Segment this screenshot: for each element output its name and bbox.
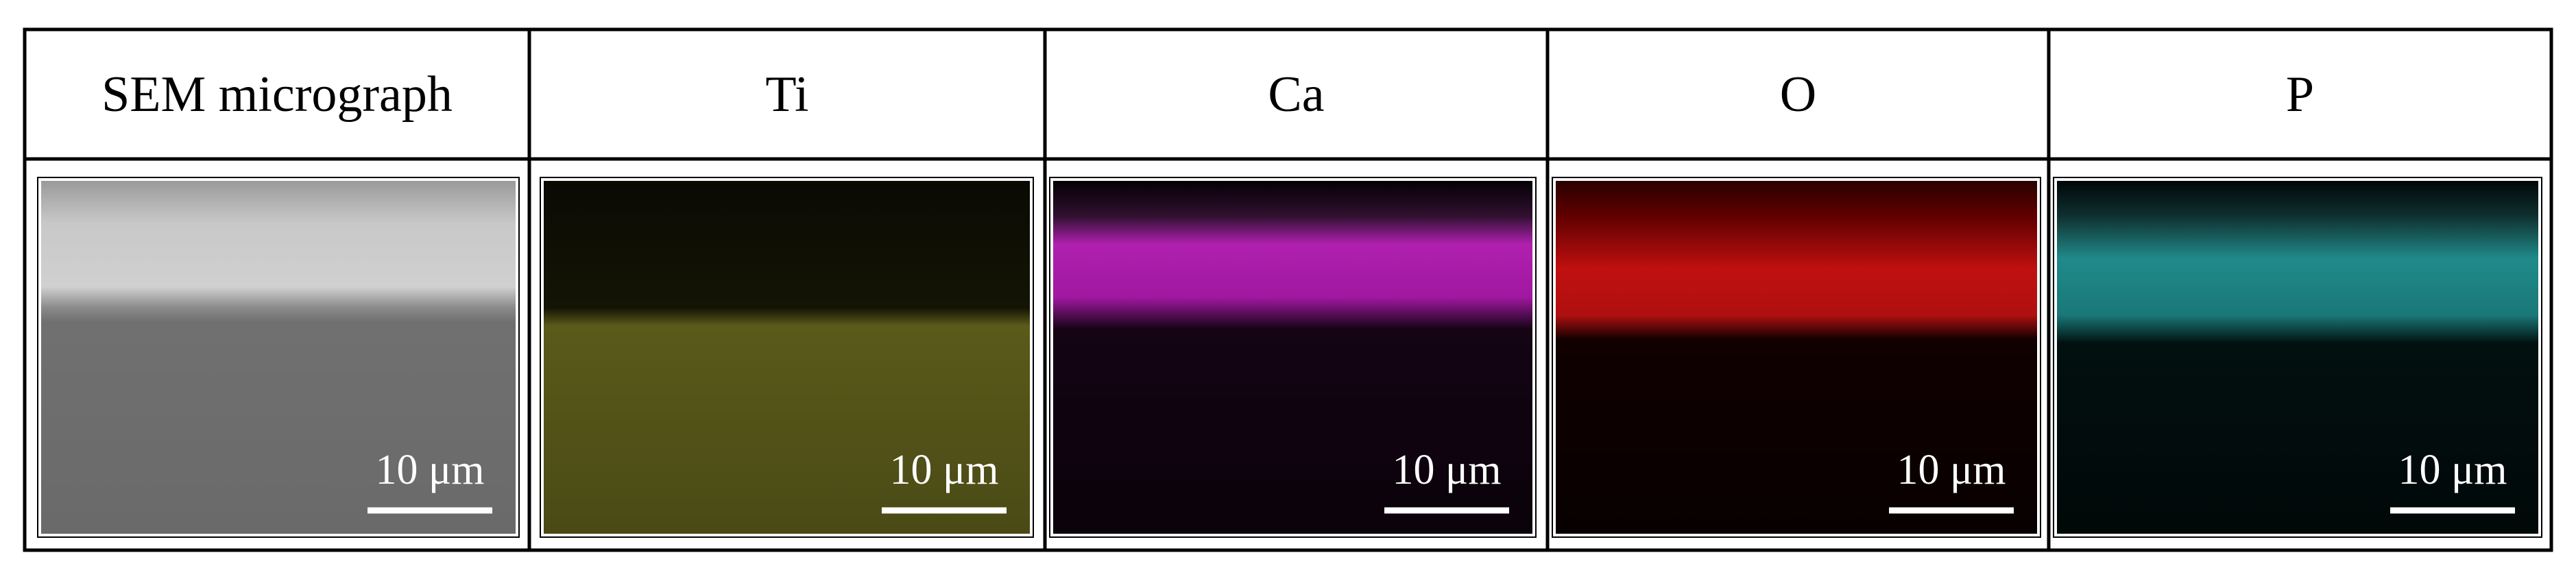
table-border — [23, 27, 2553, 552]
map-image — [2057, 181, 2538, 534]
map-image — [1556, 181, 2037, 534]
panel-header: SEM micrograph — [101, 66, 453, 123]
scale-bar-label: 10 μm — [376, 447, 485, 493]
scale-bar-label: 10 μm — [1393, 447, 1502, 493]
panel-header: P — [2286, 66, 2314, 123]
scale-bar-label: 10 μm — [2398, 447, 2507, 493]
panel-header: Ti — [765, 66, 808, 123]
panel-header: O — [1780, 66, 1816, 123]
scale-bar-label: 10 μm — [1897, 447, 2006, 493]
map-image — [41, 181, 516, 534]
panel-header: Ca — [1268, 66, 1324, 123]
map-image — [544, 181, 1030, 534]
map-image — [1053, 181, 1532, 534]
scale-bar-label: 10 μm — [890, 447, 999, 493]
